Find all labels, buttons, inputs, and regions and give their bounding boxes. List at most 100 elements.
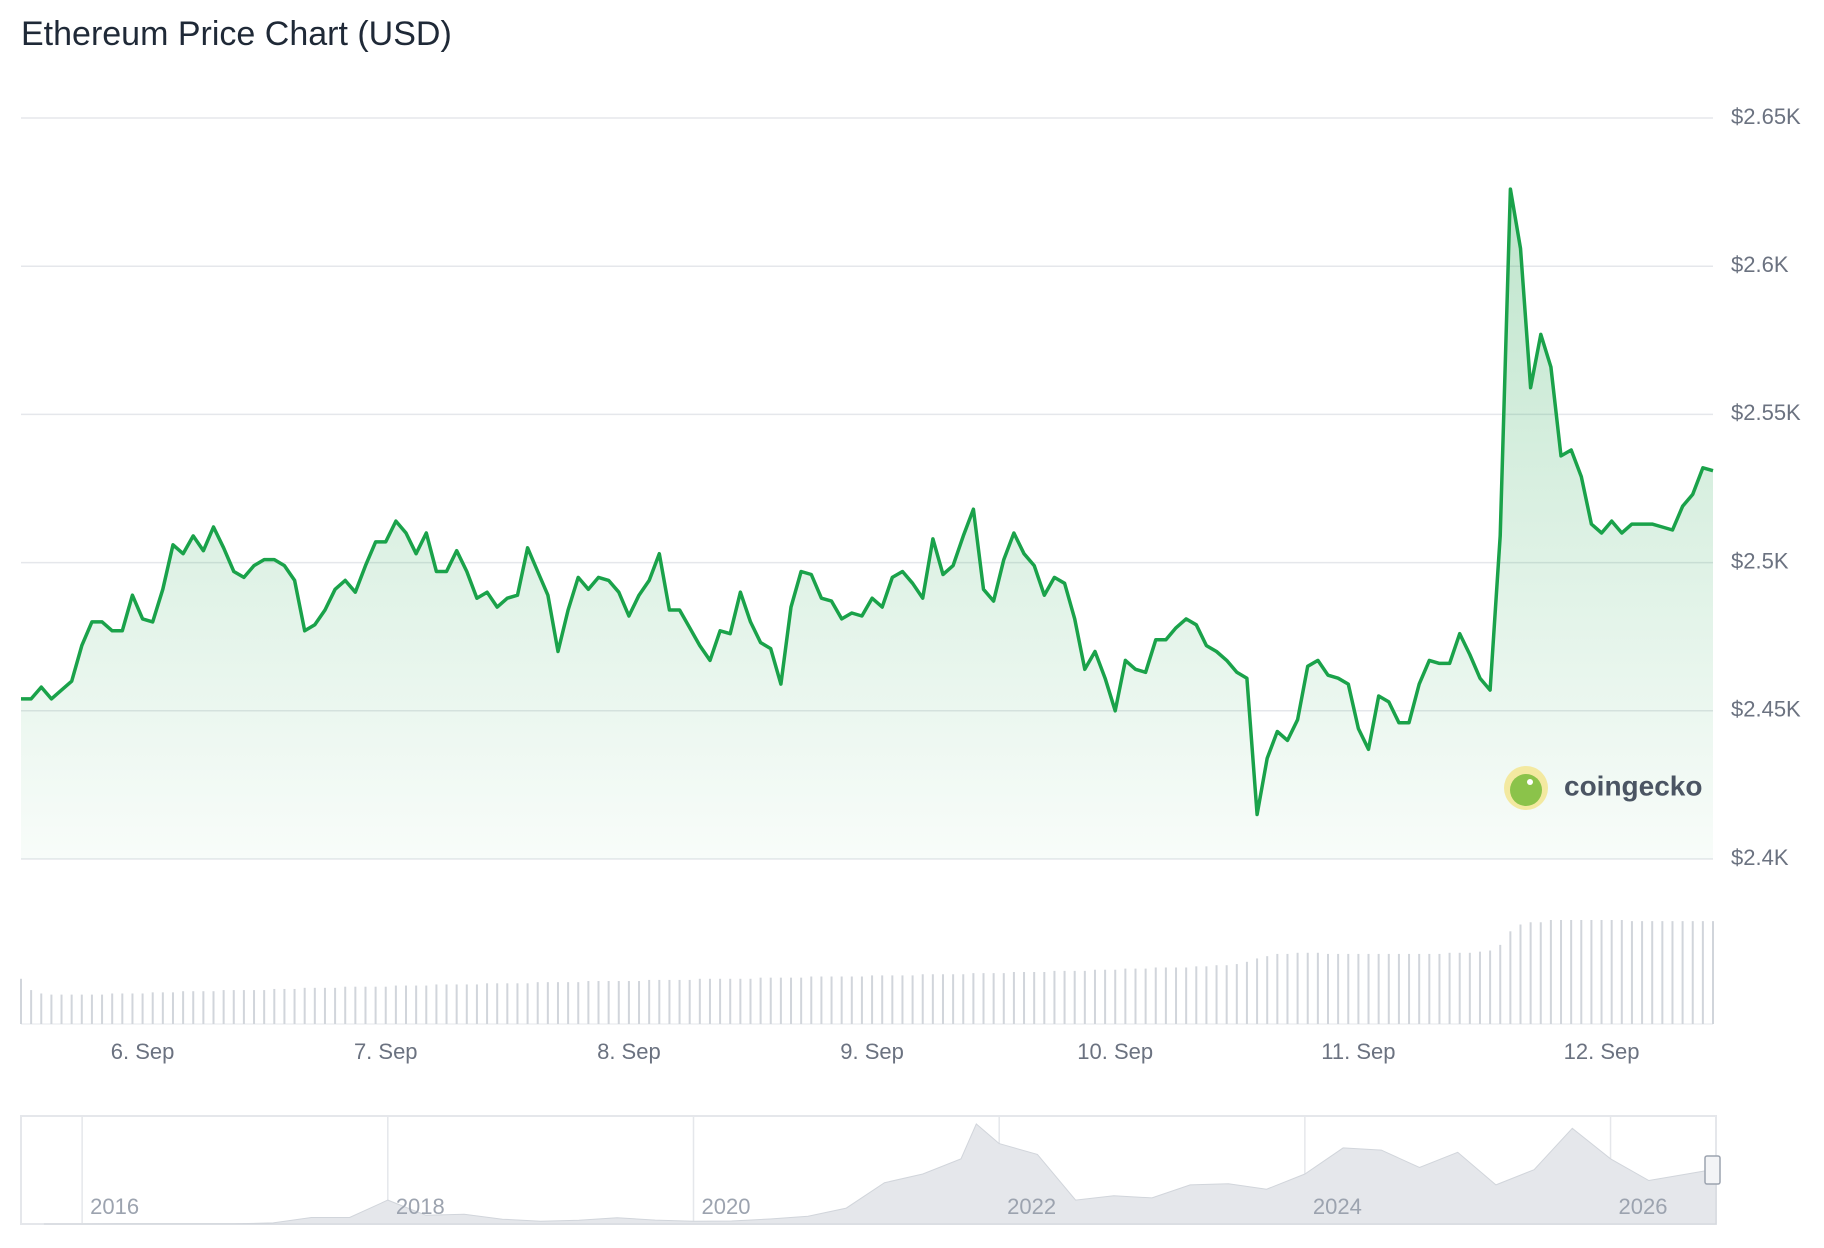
volume-bar xyxy=(526,983,529,1024)
area-fill xyxy=(21,189,1713,860)
volume-bar xyxy=(739,978,742,1024)
volume-bar xyxy=(1235,964,1238,1024)
volume-bar xyxy=(1266,956,1269,1024)
volume-bar xyxy=(860,976,863,1024)
volume-bar xyxy=(1337,953,1340,1024)
volume-bar xyxy=(1164,967,1167,1024)
volume-bar xyxy=(1002,973,1005,1024)
volume-bar xyxy=(1468,952,1471,1024)
volume-bar xyxy=(982,973,985,1024)
volume-bar xyxy=(182,991,185,1024)
volume-bar xyxy=(192,991,195,1024)
volume-bar xyxy=(1205,966,1208,1024)
x-tick-label: 12. Sep xyxy=(1564,1039,1640,1064)
x-tick-label: 6. Sep xyxy=(111,1039,175,1064)
navigator-handle[interactable] xyxy=(1704,1155,1721,1185)
volume-bar xyxy=(323,987,326,1024)
volume-bar xyxy=(688,979,691,1024)
navigator-year-label: 2022 xyxy=(1007,1194,1056,1219)
volume-bar xyxy=(151,992,154,1024)
volume-bar xyxy=(50,994,53,1024)
volume-bar xyxy=(668,979,671,1024)
volume-bar xyxy=(1063,970,1066,1024)
volume-bar xyxy=(850,976,853,1024)
volume-bar xyxy=(1124,968,1127,1024)
volume-bar xyxy=(911,975,914,1024)
volume-bar xyxy=(698,978,701,1024)
volume-bar xyxy=(627,981,630,1024)
volume-bar xyxy=(1641,921,1644,1024)
volume-bar xyxy=(871,975,874,1024)
volume-bar xyxy=(506,983,509,1024)
volume-bar xyxy=(1408,953,1411,1024)
volume-bar xyxy=(90,994,93,1024)
x-tick-label: 11. Sep xyxy=(1321,1039,1395,1064)
volume-bar xyxy=(536,982,539,1024)
volume-bar xyxy=(344,986,347,1024)
volume-bar xyxy=(1539,922,1542,1024)
volume-bar xyxy=(962,974,965,1024)
navigator-year-label: 2026 xyxy=(1619,1194,1668,1219)
volume-bar xyxy=(1691,921,1694,1024)
volume-bar xyxy=(1529,922,1532,1024)
volume-bar xyxy=(587,981,590,1024)
volume-bar xyxy=(273,988,276,1024)
volume-bar xyxy=(1114,969,1117,1024)
volume-bar xyxy=(1175,967,1178,1024)
volume-bar xyxy=(840,976,843,1024)
volume-bar xyxy=(516,983,519,1024)
volume-bar xyxy=(141,993,144,1024)
volume-bar xyxy=(648,979,651,1024)
volume-bar xyxy=(1478,951,1481,1024)
volume-bar xyxy=(1296,952,1299,1024)
volume-bar xyxy=(1630,921,1633,1024)
watermark: coingecko xyxy=(1504,766,1702,810)
x-tick-label: 9. Sep xyxy=(840,1039,904,1064)
volume-bar xyxy=(253,990,256,1024)
y-tick-label: $2.4K xyxy=(1731,845,1789,870)
volume-bar xyxy=(820,976,823,1024)
volume-bar xyxy=(1448,952,1451,1024)
volume-bar xyxy=(952,974,955,1024)
volume-bar xyxy=(729,978,732,1024)
volume-bar xyxy=(364,986,367,1024)
volume-bar xyxy=(1012,972,1015,1024)
volume-bar xyxy=(1367,953,1370,1024)
volume-bar xyxy=(881,975,884,1024)
volume-bar xyxy=(567,982,570,1024)
volume-bar xyxy=(1195,966,1198,1024)
volume-bar xyxy=(749,978,752,1024)
volume-bar xyxy=(1083,970,1086,1024)
volume-bar xyxy=(1610,920,1613,1024)
price-line xyxy=(21,187,1714,817)
volume-bar xyxy=(546,982,549,1024)
volume-bar xyxy=(30,990,33,1024)
volume-bar xyxy=(70,994,73,1024)
volume-bar xyxy=(465,984,468,1024)
volume-bar xyxy=(992,973,995,1024)
volume-bar xyxy=(1590,920,1593,1024)
volume-bar xyxy=(475,984,478,1024)
volume-bar xyxy=(678,979,681,1024)
navigator-year-label: 2024 xyxy=(1313,1194,1362,1219)
volume-bar xyxy=(80,994,83,1024)
volume-bar xyxy=(131,993,134,1024)
navigator-year-label: 2018 xyxy=(396,1194,445,1219)
volume-bar xyxy=(1651,921,1654,1024)
volume-bar xyxy=(283,988,286,1024)
volume-bar xyxy=(1043,972,1046,1024)
volume-bar xyxy=(222,990,225,1024)
volume-bar xyxy=(1245,961,1248,1024)
volume-bar xyxy=(1418,953,1421,1024)
navigator-year-label: 2020 xyxy=(701,1194,750,1219)
x-tick-label: 8. Sep xyxy=(597,1039,661,1064)
volume-bar xyxy=(435,984,438,1024)
volume-bar xyxy=(212,991,215,1024)
volume-bar xyxy=(921,974,924,1024)
volume-bar xyxy=(1073,970,1076,1024)
volume-bar xyxy=(384,986,387,1024)
volume-bar xyxy=(1357,953,1360,1024)
volume-bar xyxy=(374,986,377,1024)
